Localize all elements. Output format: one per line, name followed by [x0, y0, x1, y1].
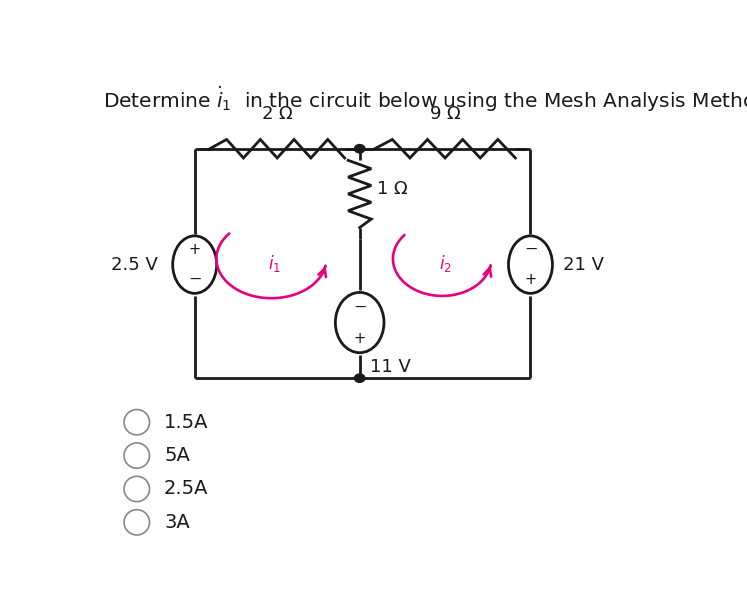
Text: 9 $\Omega$: 9 $\Omega$ [429, 105, 461, 123]
Ellipse shape [509, 236, 553, 293]
Text: −: − [524, 242, 537, 257]
Text: +: + [189, 242, 201, 257]
Ellipse shape [173, 236, 217, 293]
Text: $i_1$: $i_1$ [267, 253, 281, 274]
Text: 2 $\Omega$: 2 $\Omega$ [261, 105, 294, 123]
Text: 21 V: 21 V [563, 256, 604, 274]
Ellipse shape [124, 510, 149, 535]
Text: 2.5 V: 2.5 V [111, 256, 158, 274]
Ellipse shape [124, 476, 149, 501]
Text: $i_2$: $i_2$ [438, 253, 451, 274]
Text: Determine $\mathit{\dot{i}}_1$  in the circuit below using the Mesh Analysis Met: Determine $\mathit{\dot{i}}_1$ in the ci… [102, 84, 747, 114]
Text: 2.5A: 2.5A [164, 479, 208, 498]
Text: −: − [353, 299, 366, 314]
Text: 5A: 5A [164, 446, 190, 465]
Text: −: − [188, 272, 202, 287]
Text: 11 V: 11 V [370, 358, 411, 376]
Ellipse shape [335, 293, 384, 353]
Ellipse shape [124, 443, 149, 468]
Text: 3A: 3A [164, 513, 190, 532]
Text: 1 $\Omega$: 1 $\Omega$ [376, 180, 408, 198]
Circle shape [355, 374, 365, 382]
Text: +: + [353, 330, 366, 346]
Ellipse shape [124, 409, 149, 435]
Text: 1.5A: 1.5A [164, 413, 208, 432]
Circle shape [355, 144, 365, 153]
Text: +: + [524, 272, 536, 287]
